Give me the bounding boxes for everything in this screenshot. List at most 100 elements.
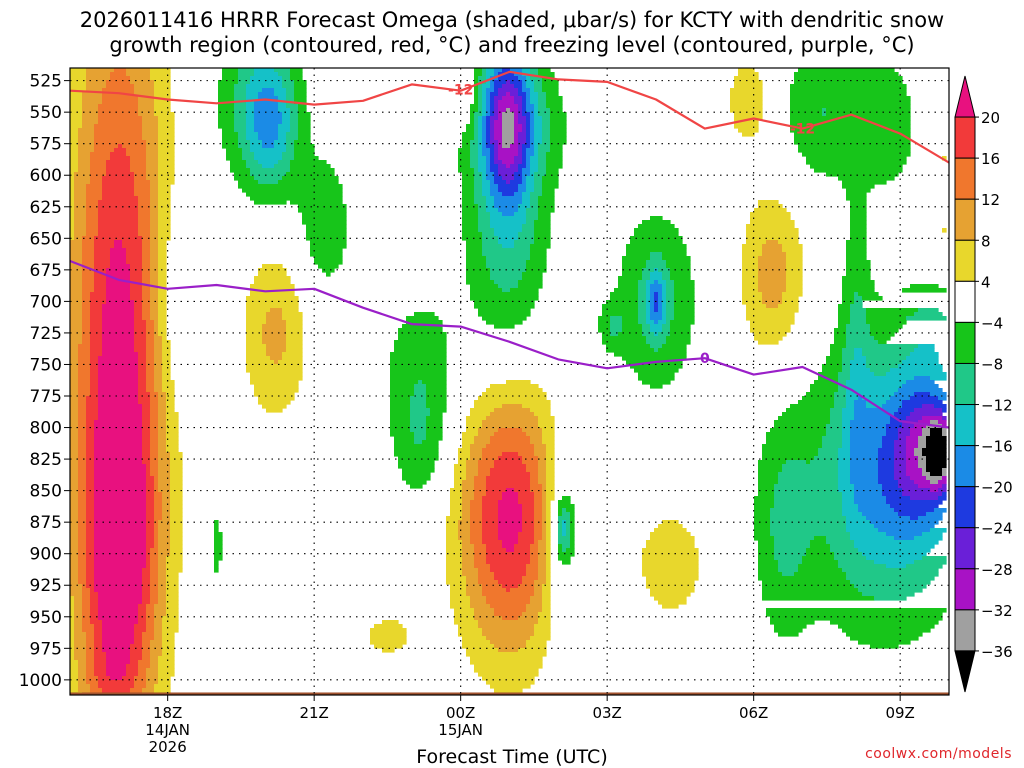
omega-cell bbox=[854, 296, 863, 301]
y-tick-label: 625 bbox=[30, 198, 62, 218]
omega-cell bbox=[90, 156, 111, 161]
omega-cell bbox=[486, 256, 531, 261]
omega-cell bbox=[914, 560, 947, 565]
omega-cell bbox=[142, 264, 151, 269]
omega-cell bbox=[526, 160, 531, 165]
omega-cell bbox=[102, 340, 135, 345]
omega-cell bbox=[166, 396, 175, 401]
omega-cell bbox=[486, 320, 523, 325]
omega-cell bbox=[526, 176, 535, 181]
omega-cell bbox=[102, 176, 135, 181]
omega-cell bbox=[846, 516, 867, 521]
omega-cell bbox=[466, 592, 483, 597]
omega-cell bbox=[546, 488, 555, 493]
omega-cell bbox=[98, 416, 143, 421]
omega-cell bbox=[518, 76, 527, 81]
omega-cell bbox=[790, 96, 911, 101]
omega-cell bbox=[98, 216, 139, 221]
omega-cell bbox=[170, 544, 183, 549]
omega-cell bbox=[666, 308, 675, 313]
omega-cell bbox=[798, 148, 911, 153]
colorbar-label: −20 bbox=[981, 479, 1013, 497]
omega-cell bbox=[494, 120, 503, 125]
omega-cell bbox=[154, 108, 171, 113]
omega-cell bbox=[470, 284, 499, 289]
omega-cell bbox=[658, 308, 663, 313]
omega-cell bbox=[518, 112, 523, 117]
omega-cell bbox=[82, 268, 95, 273]
colorbar-label: 4 bbox=[981, 273, 991, 291]
omega-cell bbox=[158, 300, 167, 305]
omega-cell bbox=[390, 404, 411, 409]
omega-cell bbox=[214, 552, 223, 557]
omega-cell bbox=[238, 132, 247, 137]
omega-cell bbox=[162, 388, 175, 393]
omega-cell bbox=[154, 84, 171, 89]
omega-cell bbox=[758, 556, 775, 561]
omega-cell bbox=[246, 116, 255, 121]
omega-cell bbox=[546, 484, 555, 489]
omega-cell bbox=[822, 436, 843, 441]
omega-cell bbox=[754, 508, 771, 513]
omega-cell bbox=[94, 624, 103, 629]
omega-cell bbox=[90, 684, 99, 689]
omega-cell bbox=[78, 160, 91, 165]
omega-cell bbox=[482, 588, 507, 593]
omega-cell bbox=[534, 528, 543, 533]
omega-cell bbox=[90, 612, 99, 617]
omega-cell bbox=[650, 532, 691, 537]
omega-cell bbox=[70, 80, 87, 85]
omega-cell bbox=[478, 76, 487, 81]
omega-cell bbox=[250, 172, 287, 177]
omega-cell bbox=[774, 500, 843, 505]
omega-cell bbox=[630, 364, 683, 369]
omega-cell bbox=[526, 188, 535, 193]
omega-cell bbox=[70, 552, 79, 557]
omega-cell bbox=[538, 212, 551, 217]
omega-cell bbox=[158, 572, 167, 577]
omega-cell bbox=[514, 124, 523, 129]
omega-cell bbox=[774, 628, 803, 633]
omega-cell bbox=[650, 304, 655, 309]
omega-cell bbox=[534, 88, 543, 93]
omega-cell bbox=[922, 432, 931, 437]
omega-cell bbox=[474, 484, 487, 489]
omega-cell bbox=[158, 532, 171, 537]
omega-cell bbox=[310, 240, 347, 245]
omega-cell bbox=[170, 488, 183, 493]
omega-cell bbox=[262, 336, 287, 341]
omega-cell bbox=[94, 488, 147, 493]
omega-cell bbox=[658, 304, 663, 309]
omega-cell bbox=[526, 572, 539, 577]
omega-cell bbox=[70, 284, 83, 289]
omega-cell bbox=[94, 552, 147, 557]
omega-cell bbox=[850, 320, 867, 325]
omega-cell bbox=[522, 508, 535, 513]
omega-cell bbox=[142, 404, 151, 409]
omega-cell bbox=[614, 288, 639, 293]
omega-cell bbox=[662, 604, 679, 609]
omega-cell bbox=[674, 304, 695, 309]
omega-cell bbox=[86, 572, 95, 577]
omega-cell bbox=[222, 76, 239, 81]
omega-cell bbox=[94, 428, 143, 433]
omega-cell bbox=[842, 364, 851, 369]
omega-cell bbox=[518, 168, 523, 173]
omega-cell bbox=[154, 348, 163, 353]
omega-cell bbox=[218, 104, 235, 109]
omega-cell bbox=[146, 328, 155, 333]
omega-cell bbox=[246, 312, 267, 317]
omega-cell bbox=[314, 256, 343, 261]
omega-cell bbox=[662, 324, 671, 329]
omega-cell bbox=[478, 312, 531, 317]
omega-cell bbox=[458, 628, 483, 633]
omega-cell bbox=[514, 172, 523, 177]
omega-cell bbox=[298, 208, 347, 213]
omega-cell bbox=[854, 484, 883, 489]
omega-cell bbox=[810, 384, 839, 389]
omega-cell bbox=[82, 320, 91, 325]
omega-cell bbox=[478, 88, 483, 93]
omega-cell bbox=[530, 76, 543, 81]
omega-cell bbox=[662, 284, 667, 289]
omega-cell bbox=[754, 332, 787, 337]
